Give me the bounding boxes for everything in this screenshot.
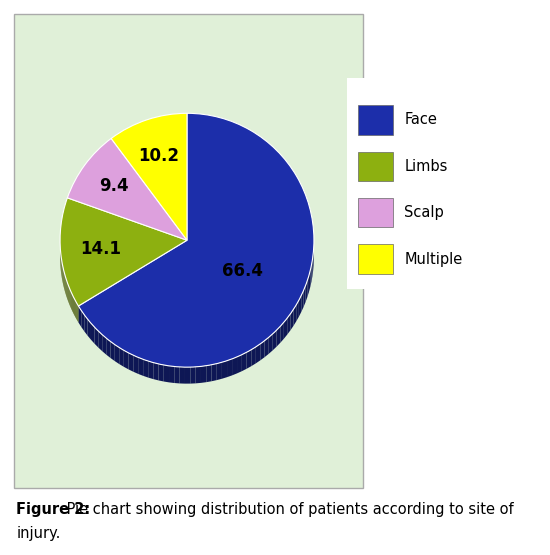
Polygon shape [260, 341, 265, 360]
Text: Figure 2:: Figure 2: [16, 502, 91, 517]
Polygon shape [133, 355, 138, 374]
Wedge shape [67, 138, 187, 240]
Polygon shape [148, 361, 153, 379]
Polygon shape [84, 315, 87, 336]
Polygon shape [246, 350, 251, 369]
Text: 10.2: 10.2 [139, 147, 179, 165]
Polygon shape [280, 322, 284, 343]
Polygon shape [212, 364, 217, 381]
Polygon shape [174, 366, 180, 384]
Polygon shape [311, 260, 312, 281]
Polygon shape [222, 361, 227, 379]
Polygon shape [251, 347, 256, 366]
Polygon shape [190, 367, 196, 384]
Text: Scalp: Scalp [404, 205, 444, 220]
FancyBboxPatch shape [14, 14, 363, 488]
Polygon shape [196, 366, 201, 384]
Polygon shape [201, 366, 206, 383]
Polygon shape [153, 362, 158, 380]
Polygon shape [284, 318, 287, 339]
Text: Multiple: Multiple [404, 251, 463, 266]
Polygon shape [265, 337, 269, 357]
Polygon shape [307, 275, 309, 297]
Polygon shape [299, 295, 301, 317]
Polygon shape [91, 323, 95, 344]
Polygon shape [102, 335, 106, 355]
Polygon shape [242, 352, 246, 371]
FancyBboxPatch shape [358, 152, 393, 181]
Text: injury.: injury. [16, 526, 61, 541]
Text: 66.4: 66.4 [222, 263, 263, 280]
Polygon shape [76, 303, 78, 321]
Polygon shape [306, 281, 307, 302]
Polygon shape [237, 355, 242, 374]
Polygon shape [232, 357, 237, 375]
Polygon shape [206, 365, 212, 382]
Polygon shape [217, 362, 222, 380]
Polygon shape [312, 255, 313, 276]
Polygon shape [158, 364, 164, 381]
FancyBboxPatch shape [358, 105, 393, 135]
FancyBboxPatch shape [358, 198, 393, 228]
Polygon shape [79, 306, 81, 327]
Polygon shape [301, 291, 304, 312]
Polygon shape [293, 305, 296, 326]
Polygon shape [111, 341, 115, 361]
Wedge shape [79, 113, 314, 367]
FancyBboxPatch shape [343, 73, 543, 293]
Polygon shape [256, 344, 260, 364]
Polygon shape [304, 286, 306, 307]
Polygon shape [129, 353, 133, 372]
Polygon shape [124, 350, 129, 370]
Polygon shape [277, 326, 280, 347]
Text: Limbs: Limbs [404, 159, 448, 174]
FancyBboxPatch shape [358, 244, 393, 274]
Polygon shape [143, 359, 148, 377]
Polygon shape [227, 359, 232, 377]
Polygon shape [269, 334, 273, 354]
Polygon shape [78, 305, 79, 322]
Polygon shape [87, 319, 91, 340]
Polygon shape [287, 314, 290, 335]
Text: 9.4: 9.4 [98, 177, 128, 195]
Polygon shape [98, 331, 102, 351]
Polygon shape [310, 265, 311, 287]
Polygon shape [185, 367, 190, 384]
Wedge shape [111, 113, 187, 240]
Polygon shape [273, 330, 277, 350]
Polygon shape [309, 270, 310, 292]
Polygon shape [164, 365, 169, 382]
Polygon shape [81, 310, 84, 331]
Text: Pie chart showing distribution of patients according to site of: Pie chart showing distribution of patien… [62, 502, 513, 517]
Polygon shape [95, 327, 98, 347]
Polygon shape [115, 345, 119, 364]
Polygon shape [180, 367, 185, 384]
Polygon shape [119, 347, 124, 367]
Polygon shape [138, 357, 143, 376]
Polygon shape [290, 309, 293, 330]
Wedge shape [60, 198, 187, 306]
Text: 14.1: 14.1 [81, 240, 122, 258]
Polygon shape [296, 300, 299, 321]
Polygon shape [106, 338, 111, 358]
Text: Face: Face [404, 112, 437, 128]
Polygon shape [169, 366, 174, 383]
